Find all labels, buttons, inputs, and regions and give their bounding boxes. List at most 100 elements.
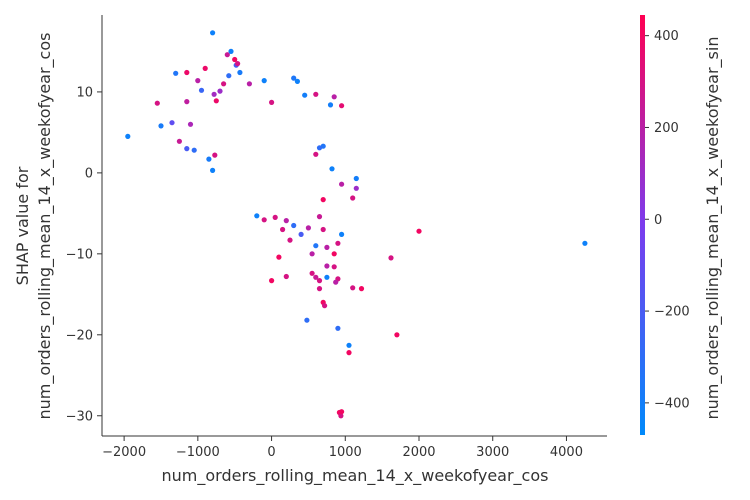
data-point-24 xyxy=(228,48,234,55)
data-point-22 xyxy=(224,52,230,58)
data-point-38 xyxy=(327,102,334,108)
data-point-14 xyxy=(206,156,212,162)
x-tick-label: 0 xyxy=(267,445,275,460)
data-point-34 xyxy=(302,92,308,98)
data-point-82 xyxy=(269,278,275,284)
colorbar-tick-label: 0 xyxy=(654,213,662,228)
data-point-77 xyxy=(394,332,400,338)
data-point-67 xyxy=(346,342,352,348)
data-point-19 xyxy=(213,98,219,104)
data-point-36 xyxy=(331,94,337,100)
x-tick-label: 3000 xyxy=(476,445,509,460)
data-point-64 xyxy=(316,286,323,292)
y-tick-label: −10 xyxy=(66,247,93,262)
data-point-31 xyxy=(269,99,275,105)
data-point-6 xyxy=(184,69,190,76)
colorbar-label: num_orders_rolling_mean_14_x_weekofyear_… xyxy=(703,37,723,420)
data-point-48 xyxy=(316,214,323,220)
data-point-12 xyxy=(198,87,205,93)
data-point-29 xyxy=(246,81,252,87)
data-point-86 xyxy=(291,222,297,229)
data-point-83 xyxy=(287,237,293,243)
data-point-58 xyxy=(316,278,323,284)
data-point-30 xyxy=(261,78,267,84)
data-point-10 xyxy=(191,147,197,153)
data-point-91 xyxy=(305,225,311,231)
data-point-81 xyxy=(276,254,282,260)
data-point-56 xyxy=(309,270,315,276)
data-point-17 xyxy=(211,91,217,97)
data-point-18 xyxy=(212,152,218,158)
data-point-43 xyxy=(339,181,345,187)
colorbar-ticks: −400 −200 0 200 400 xyxy=(645,29,690,411)
x-tick-label: −2000 xyxy=(102,445,146,460)
data-point-13 xyxy=(202,65,208,71)
data-point-5 xyxy=(176,138,182,144)
data-point-80 xyxy=(283,273,289,280)
data-point-46 xyxy=(350,195,356,201)
data-point-49 xyxy=(320,226,326,233)
colorbar xyxy=(640,15,645,435)
data-point-60 xyxy=(331,264,337,270)
colorbar-tick-label: −400 xyxy=(654,396,690,411)
data-point-47 xyxy=(320,197,326,203)
data-point-23 xyxy=(226,73,232,79)
data-point-32 xyxy=(291,75,297,81)
y-tick-label: 0 xyxy=(85,166,93,181)
data-point-44 xyxy=(353,175,359,182)
y-tick-label: 10 xyxy=(76,85,93,100)
data-point-7 xyxy=(184,99,190,105)
data-point-4 xyxy=(173,70,179,76)
data-point-73 xyxy=(339,409,345,415)
data-point-42 xyxy=(329,166,335,172)
data-point-54 xyxy=(331,251,337,257)
y-tick-label: −20 xyxy=(66,328,93,343)
x-tick-label: 2000 xyxy=(402,445,435,460)
data-point-72 xyxy=(338,413,344,419)
colorbar-tick-label: −200 xyxy=(654,305,690,320)
data-point-59 xyxy=(324,263,330,269)
data-point-69 xyxy=(335,325,341,331)
data-point-27 xyxy=(235,61,241,67)
data-point-37 xyxy=(339,103,345,109)
x-tick-label: 1000 xyxy=(329,445,362,460)
data-point-76 xyxy=(388,255,394,261)
y-tick-label: −30 xyxy=(66,409,93,424)
data-point-3 xyxy=(169,120,175,126)
data-point-88 xyxy=(261,217,267,223)
y-axis-label-line2: num_orders_rolling_mean_14_x_weekofyear_… xyxy=(35,33,55,420)
data-point-79 xyxy=(582,240,588,246)
y-axis-ticks: −30 −20 −10 0 10 xyxy=(66,85,102,424)
data-point-45 xyxy=(353,185,359,191)
data-point-9 xyxy=(187,121,194,127)
data-point-41 xyxy=(316,145,323,151)
colorbar-tick-label: 400 xyxy=(654,29,679,44)
data-point-1 xyxy=(154,100,160,106)
x-tick-label: −1000 xyxy=(176,445,220,460)
data-point-87 xyxy=(283,218,289,224)
data-point-21 xyxy=(221,81,227,87)
data-point-90 xyxy=(272,214,278,220)
data-point-53 xyxy=(339,231,345,237)
data-point-16 xyxy=(210,167,216,173)
colorbar-tick-label: 200 xyxy=(654,121,679,136)
data-point-15 xyxy=(210,30,216,36)
data-point-55 xyxy=(309,251,315,257)
data-point-20 xyxy=(217,88,223,94)
data-point-74 xyxy=(350,285,356,291)
data-point-35 xyxy=(313,91,319,97)
data-point-57 xyxy=(313,274,319,280)
data-point-85 xyxy=(280,226,286,233)
x-axis-label: num_orders_rolling_mean_14_x_weekofyear_… xyxy=(162,466,549,486)
data-point-28 xyxy=(237,69,243,76)
data-point-84 xyxy=(298,231,304,237)
y-axis-label-line1: SHAP value for xyxy=(13,166,32,285)
data-point-78 xyxy=(416,228,422,234)
data-point-50 xyxy=(313,243,319,249)
data-point-70 xyxy=(304,317,310,323)
data-point-75 xyxy=(358,286,365,292)
data-point-40 xyxy=(313,151,319,157)
data-point-51 xyxy=(324,244,330,250)
data-point-25 xyxy=(232,56,238,63)
